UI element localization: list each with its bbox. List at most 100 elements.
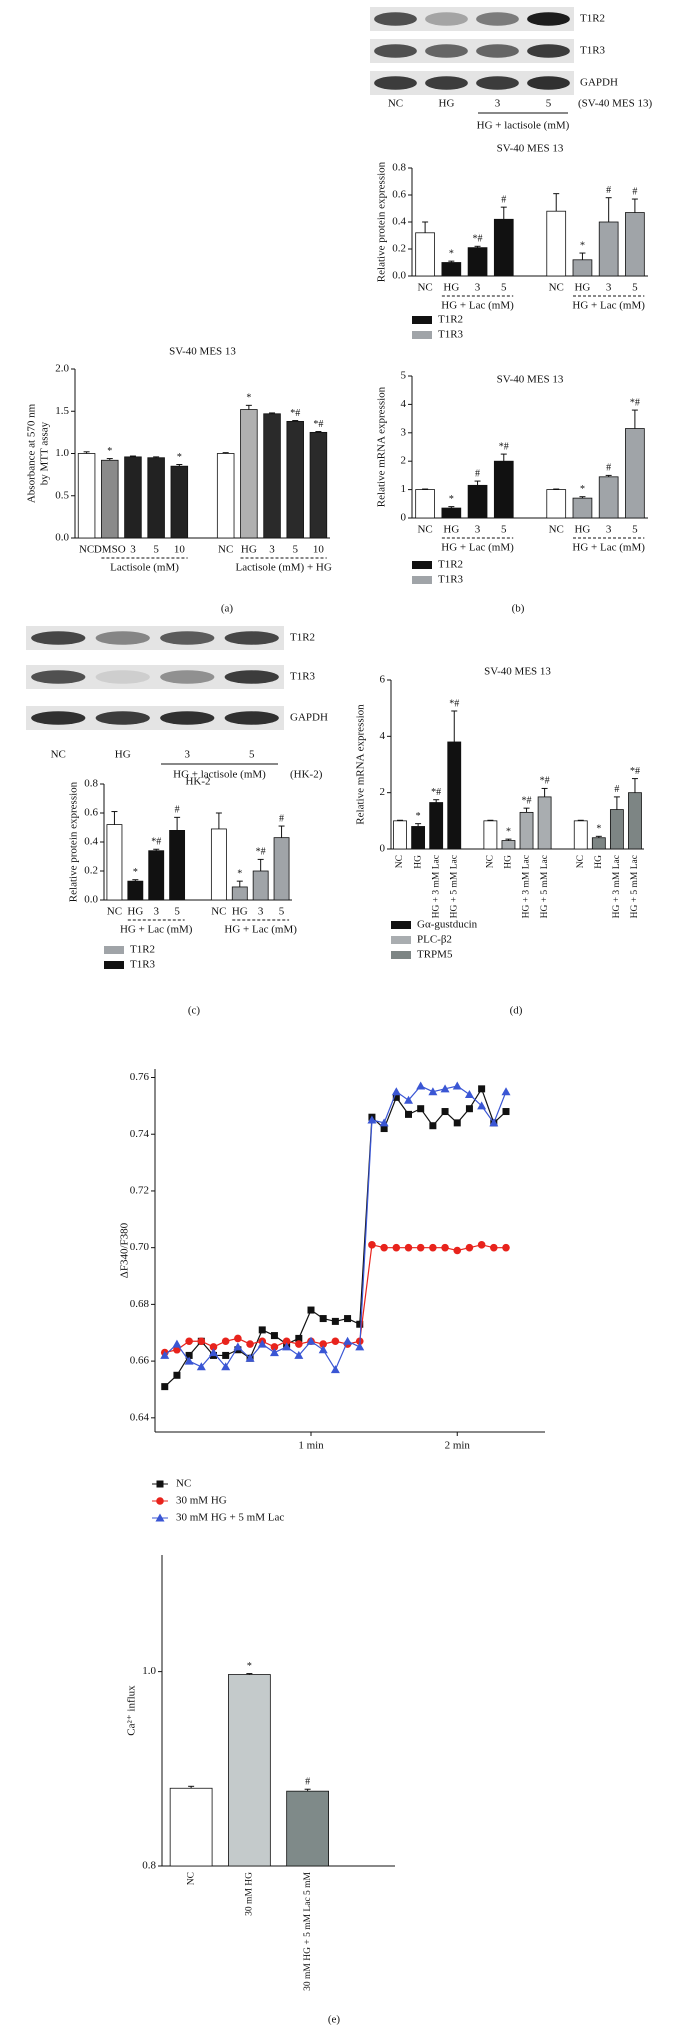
legend-marker <box>156 1480 164 1488</box>
x-tick-label: NC <box>549 282 564 294</box>
blot-band <box>95 670 150 684</box>
data-point <box>440 1084 450 1093</box>
x-tick-label: 5 <box>279 906 285 918</box>
data-point <box>331 1317 339 1325</box>
data-point <box>477 1241 486 1249</box>
x-tick-label: 5 <box>292 544 298 556</box>
y-tick-label: 0.70 <box>130 1241 150 1253</box>
data-point <box>184 1356 194 1365</box>
x-tick-label: HG + 3 mM Lac <box>431 855 441 918</box>
x-tick-label: HG + 5 mM Lac <box>449 855 459 918</box>
y-tick-label: 3 <box>401 426 407 438</box>
data-point <box>367 1115 377 1124</box>
y-tick-label: 0.0 <box>392 270 406 282</box>
significance-mark: # <box>175 805 180 816</box>
bar <box>169 1787 213 1867</box>
y-tick-label: 0.4 <box>84 836 98 848</box>
x-tick-label: 1 min <box>298 1440 324 1452</box>
legend-swatch <box>412 316 432 324</box>
panel-label: (a) <box>221 603 234 615</box>
group-label: HG + Lac (mM) <box>441 542 514 554</box>
blot-band <box>224 711 279 725</box>
significance-mark: # <box>305 1777 310 1788</box>
significance-mark: * <box>177 452 182 463</box>
y-tick-label: 0.4 <box>392 216 406 228</box>
legend-swatch <box>391 936 411 944</box>
data-point <box>319 1340 327 1348</box>
data-point <box>306 1336 316 1345</box>
bar <box>411 826 426 850</box>
x-tick-label: NC <box>417 282 432 294</box>
data-point <box>490 1243 498 1252</box>
bar <box>598 476 619 519</box>
bar <box>101 459 119 539</box>
bar <box>124 456 142 539</box>
data-point <box>221 1337 230 1346</box>
significance-mark: *# <box>449 698 459 709</box>
y-tick-label: 0.74 <box>130 1128 150 1140</box>
y-tick-label: 0.6 <box>84 807 98 819</box>
panel-label: (d) <box>510 1005 523 1017</box>
x-tick-label: NC <box>186 1872 196 1885</box>
y-tick-label: 1.0 <box>142 1665 156 1677</box>
legend-marker <box>155 1513 165 1522</box>
data-point <box>245 1353 255 1362</box>
data-point <box>222 1351 230 1359</box>
group-label: HG + lactisole (mM) <box>173 769 266 781</box>
legend-label: T1R2 <box>130 944 155 956</box>
bar <box>127 880 144 901</box>
y-tick-label: 0.2 <box>392 243 406 255</box>
blot-band <box>31 670 86 684</box>
legend-swatch <box>391 921 411 929</box>
blot-band <box>527 44 570 58</box>
y-tick-label: 0.8 <box>142 1860 156 1872</box>
y-axis-title: ΔF340/F380 <box>119 1222 131 1278</box>
data-point <box>416 1243 425 1252</box>
bar <box>147 457 165 539</box>
data-point <box>416 1081 426 1090</box>
significance-mark: * <box>133 867 138 878</box>
x-tick-label: 3 <box>258 906 264 918</box>
y-tick-label: 6 <box>380 674 386 686</box>
y-tick-label: 2.0 <box>55 363 69 375</box>
significance-mark: # <box>632 186 637 197</box>
blot-band <box>31 711 86 725</box>
blot-band <box>476 44 519 58</box>
blot-band <box>224 631 279 645</box>
bar <box>609 809 624 850</box>
x-tick-label: 3 <box>475 282 481 294</box>
significance-mark: *# <box>630 397 640 408</box>
y-tick-label: 1.0 <box>55 447 69 459</box>
y-tick-label: 0 <box>401 512 407 524</box>
bar <box>240 409 258 539</box>
data-point <box>246 1340 254 1348</box>
legend-label: T1R2 <box>438 559 463 571</box>
group-label: HG + Lac (mM) <box>572 300 645 312</box>
y-tick-label: 1.5 <box>55 405 69 417</box>
panel-label: (b) <box>512 603 525 615</box>
significance-mark: *# <box>151 837 161 848</box>
legend-swatch <box>412 331 432 339</box>
data-point <box>257 1339 267 1348</box>
blot-band <box>476 76 519 90</box>
x-tick-label: 3 <box>606 282 612 294</box>
bar <box>493 460 514 519</box>
y-axis-title: Relative mRNA expression <box>355 704 367 825</box>
bar <box>546 489 567 519</box>
data-point <box>344 1315 352 1323</box>
x-tick-label: NC <box>576 855 586 868</box>
data-point <box>405 1110 412 1118</box>
significance-mark: # <box>475 468 480 479</box>
x-tick-label: 30 mM HG <box>245 1872 255 1916</box>
data-point <box>429 1243 437 1252</box>
bar <box>169 830 186 901</box>
blot-band <box>160 670 215 684</box>
blot-band <box>160 711 215 725</box>
data-point <box>282 1342 292 1351</box>
legend-label: PLC-β2 <box>417 934 452 946</box>
group-label: Lactisole (mM) <box>110 562 179 574</box>
x-tick-label: NC <box>417 524 432 536</box>
y-tick-label: 2 <box>401 455 407 467</box>
